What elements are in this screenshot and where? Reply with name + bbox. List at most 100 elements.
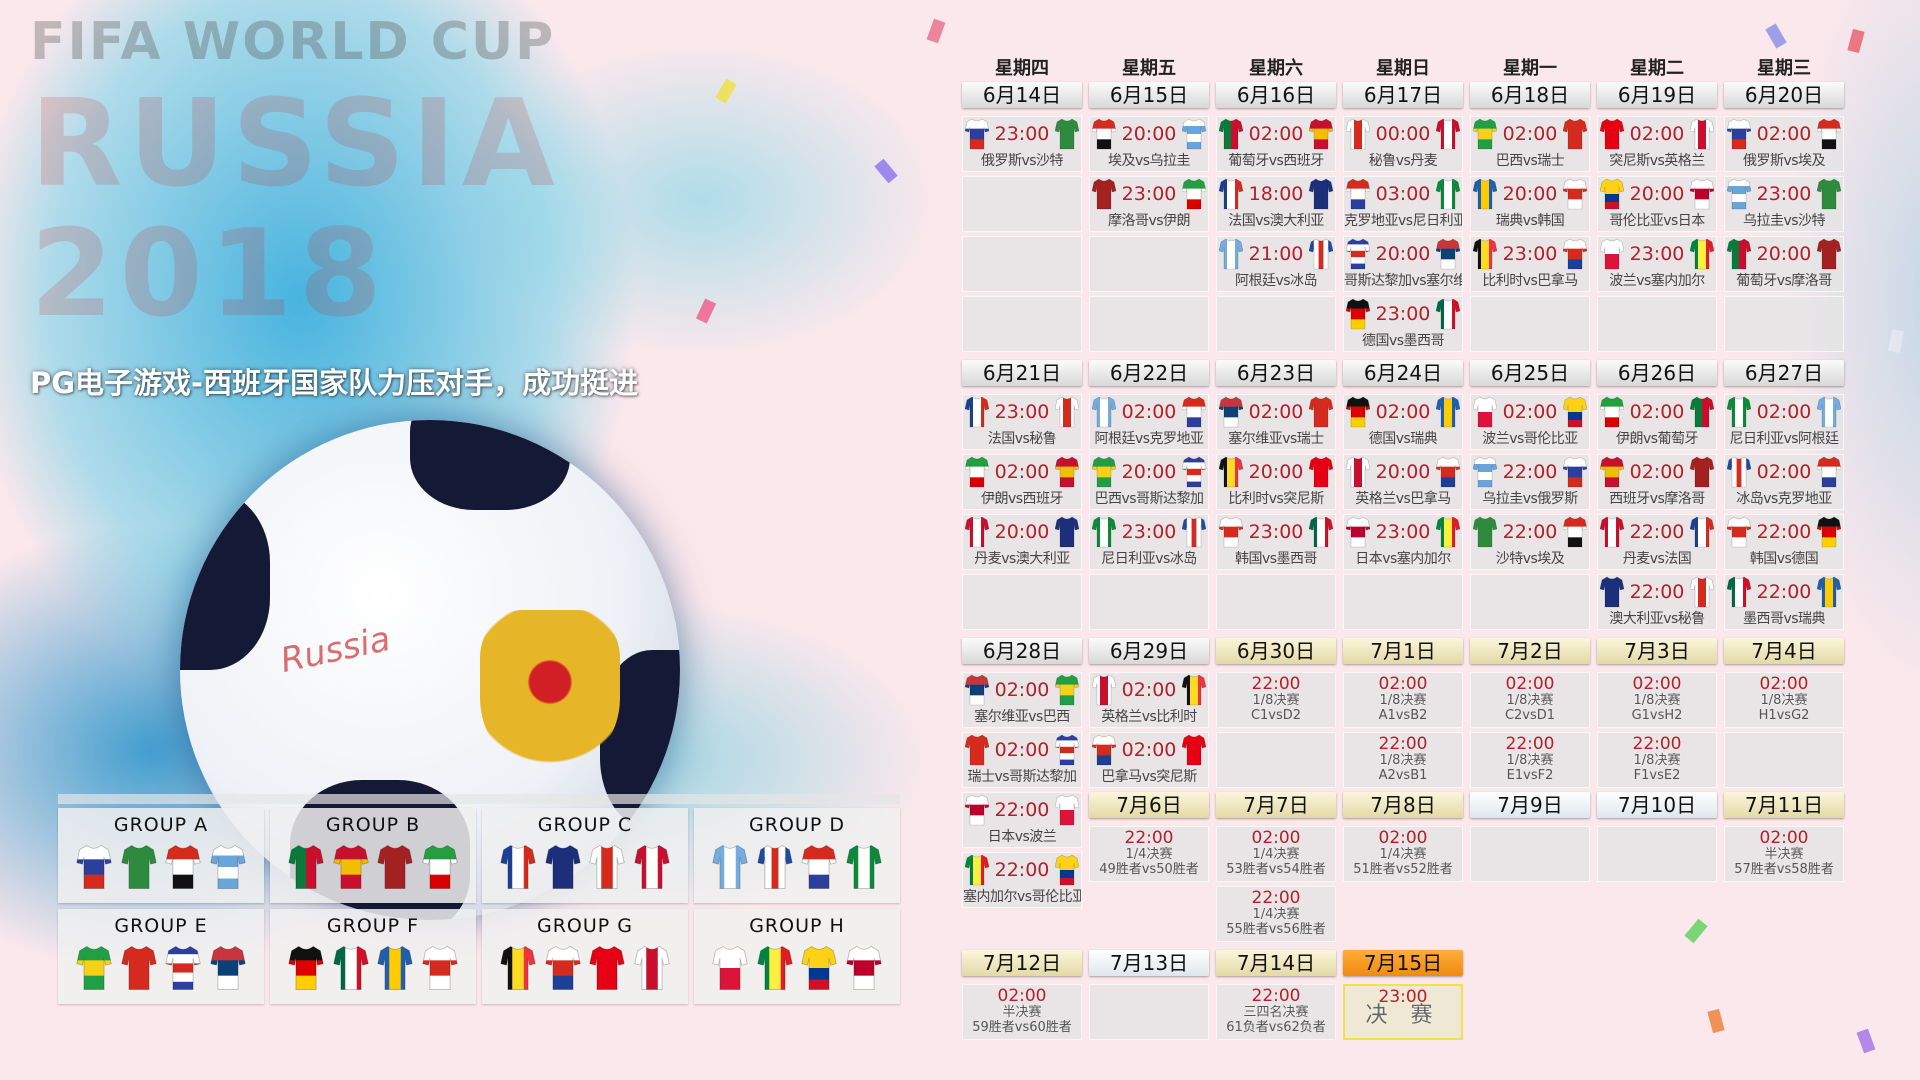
match-cell[interactable]: 20:00 巴西vs哥斯达黎加: [1089, 454, 1209, 510]
match-cell[interactable]: 22:00 韩国vs德国: [1724, 514, 1844, 570]
match-cell[interactable]: 23:00 比利时vs巴拿马: [1470, 236, 1590, 292]
date-header: 6月27日: [1724, 360, 1844, 386]
jersey-icon: [1727, 238, 1751, 269]
match-cell[interactable]: 02:00 伊朗vs西班牙: [962, 454, 1082, 510]
match-cell[interactable]: 23:00 尼日利亚vs冰岛: [1089, 514, 1209, 570]
match-cell[interactable]: 02:00 德国vs瑞典: [1343, 394, 1463, 450]
empty-slot: [1470, 826, 1590, 882]
match-cell[interactable]: 02:00 波兰vs哥伦比亚: [1470, 394, 1590, 450]
jersey-icon: [712, 844, 749, 889]
match-cell[interactable]: 23:00 德国vs墨西哥: [1343, 296, 1463, 352]
match-cell[interactable]: 00:00 秘鲁vs丹麦: [1343, 116, 1463, 172]
match-pairing: 57胜者vs58胜者: [1734, 862, 1834, 877]
match-time: 23:00: [1248, 520, 1304, 543]
knockout-match-cell[interactable]: 22:00 三四名决赛 61负者vs62负者: [1216, 984, 1336, 1040]
date-header: 6月25日: [1470, 360, 1590, 386]
match-cell[interactable]: 02:00 巴西vs瑞士: [1470, 116, 1590, 172]
empty-slot: [1724, 296, 1844, 352]
day-column: 7月12日 02:00 半决赛 59胜者vs60胜者: [962, 950, 1082, 1040]
knockout-match-cell[interactable]: 22:00 1/4决赛 55胜者vs56胜者: [1216, 886, 1336, 942]
match-cell[interactable]: 22:00 乌拉圭vs俄罗斯: [1470, 454, 1590, 510]
match-cell[interactable]: 02:00 塞尔维亚vs巴西: [962, 672, 1082, 728]
match-cell[interactable]: 20:00 哥伦比亚vs日本: [1597, 176, 1717, 232]
match-time: 02:00: [1251, 828, 1301, 848]
match-cell[interactable]: 02:00 西班牙vs摩洛哥: [1597, 454, 1717, 510]
knockout-match-cell[interactable]: 02:00 半决赛 59胜者vs60胜者: [962, 984, 1082, 1040]
match-label: 埃及vs乌拉圭: [1107, 153, 1191, 169]
match-stage: 1/4决赛: [1252, 847, 1300, 862]
match-cell[interactable]: 23:00 韩国vs墨西哥: [1216, 514, 1336, 570]
knockout-match-cell[interactable]: 02:00 1/8决赛 H1vsG2: [1724, 672, 1844, 728]
match-cell[interactable]: 20:00 英格兰vs巴拿马: [1343, 454, 1463, 510]
match-cell[interactable]: 20:00 比利时vs突尼斯: [1216, 454, 1336, 510]
final-match-cell[interactable]: 23:00 决 赛: [1343, 984, 1463, 1040]
match-cell[interactable]: 22:00 塞内加尔vs哥伦比亚: [962, 852, 1082, 908]
jersey-icon: [1435, 118, 1460, 149]
knockout-match-cell[interactable]: 22:00 1/8决赛 C1vsD2: [1216, 672, 1336, 728]
schedule-week: 7月12日 02:00 半决赛 59胜者vs60胜者 7月13日 7月14日 22:00 三四…: [962, 950, 1867, 1040]
knockout-match-cell[interactable]: 02:00 1/8决赛 G1vsH2: [1597, 672, 1717, 728]
match-cell[interactable]: 22:00 沙特vs埃及: [1470, 514, 1590, 570]
match-cell[interactable]: 20:00 哥斯达黎加vs塞尔维亚: [1343, 236, 1463, 292]
match-cell[interactable]: 23:00 波兰vs塞内加尔: [1597, 236, 1717, 292]
knockout-match-cell[interactable]: 22:00 1/4决赛 49胜者vs50胜者: [1089, 826, 1209, 882]
match-cell[interactable]: 02:00 葡萄牙vs西班牙: [1216, 116, 1336, 172]
jersey-icon: [1092, 456, 1116, 487]
match-cell[interactable]: 20:00 葡萄牙vs摩洛哥: [1724, 236, 1844, 292]
jersey-icon: [1219, 456, 1243, 487]
match-cell[interactable]: 21:00 阿根廷vs冰岛: [1216, 236, 1336, 292]
match-cell[interactable]: 02:00 伊朗vs葡萄牙: [1597, 394, 1717, 450]
match-time: 23:00: [1121, 520, 1177, 543]
match-row: 18:00: [1217, 177, 1335, 210]
group-jerseys: [694, 840, 900, 890]
jersey-icon: [1727, 118, 1751, 149]
match-cell[interactable]: 23:00 摩洛哥vs伊朗: [1089, 176, 1209, 232]
match-time: 02:00: [1629, 460, 1685, 483]
match-cell[interactable]: 02:00 英格兰vs比利时: [1089, 672, 1209, 728]
group-card: GROUP F: [270, 909, 476, 1004]
match-cell[interactable]: 20:00 丹麦vs澳大利亚: [962, 514, 1082, 570]
jersey-icon: [1600, 456, 1624, 487]
match-cell[interactable]: 22:00 日本vs波兰: [962, 792, 1082, 848]
jersey-icon: [1054, 456, 1079, 487]
schedule-weeks: 6月14日 23:00 俄罗斯vs沙特 6月15日 20:00 埃及vs乌拉圭 23:00 摩…: [962, 82, 1867, 1040]
knockout-match-cell[interactable]: 02:00 半决赛 57胜者vs58胜者: [1724, 826, 1844, 882]
group-jerseys: [482, 840, 688, 890]
knockout-match-cell[interactable]: 22:00 1/8决赛 A2vsB1: [1343, 732, 1463, 788]
match-cell[interactable]: 23:00 乌拉圭vs沙特: [1724, 176, 1844, 232]
match-pairing: G1vsH2: [1631, 708, 1683, 723]
match-cell[interactable]: 02:00 冰岛vs克罗地亚: [1724, 454, 1844, 510]
match-time: 22:00: [1629, 520, 1685, 543]
match-cell[interactable]: 18:00 法国vs澳大利亚: [1216, 176, 1336, 232]
match-cell[interactable]: 23:00 俄罗斯vs沙特: [962, 116, 1082, 172]
match-cell[interactable]: 02:00 尼日利亚vs阿根廷: [1724, 394, 1844, 450]
match-row: 02:00: [963, 673, 1081, 706]
match-cell[interactable]: 23:00 日本vs塞内加尔: [1343, 514, 1463, 570]
match-cell[interactable]: 20:00 瑞典vs韩国: [1470, 176, 1590, 232]
knockout-match-cell[interactable]: 02:00 1/4决赛 51胜者vs52胜者: [1343, 826, 1463, 882]
day-column: 6月20日 02:00 俄罗斯vs埃及 23:00 乌拉圭vs沙特 20:00 葡萄牙vs摩…: [1724, 82, 1844, 352]
match-cell[interactable]: 02:00 俄罗斯vs埃及: [1724, 116, 1844, 172]
match-cell[interactable]: 02:00 巴拿马vs突尼斯: [1089, 732, 1209, 788]
jersey-icon: [1562, 396, 1587, 427]
jersey-icon: [1727, 456, 1751, 487]
knockout-match-cell[interactable]: 02:00 1/8决赛 A1vsB2: [1343, 672, 1463, 728]
knockout-match-cell[interactable]: 22:00 1/8决赛 E1vsF2: [1470, 732, 1590, 788]
date-header: 7月6日: [1089, 792, 1209, 818]
match-cell[interactable]: 22:00 丹麦vs法国: [1597, 514, 1717, 570]
match-cell[interactable]: 02:00 突尼斯vs英格兰: [1597, 116, 1717, 172]
jersey-icon: [1346, 238, 1370, 269]
knockout-match-cell[interactable]: 02:00 1/8决赛 C2vsD1: [1470, 672, 1590, 728]
match-cell[interactable]: 02:00 塞尔维亚vs瑞士: [1216, 394, 1336, 450]
match-cell[interactable]: 22:00 墨西哥vs瑞典: [1724, 574, 1844, 630]
knockout-match-cell[interactable]: 02:00 1/4决赛 53胜者vs54胜者: [1216, 826, 1336, 882]
date-header: 6月16日: [1216, 82, 1336, 108]
match-cell[interactable]: 23:00 法国vs秘鲁: [962, 394, 1082, 450]
match-cell[interactable]: 20:00 埃及vs乌拉圭: [1089, 116, 1209, 172]
match-cell[interactable]: 03:00 克罗地亚vs尼日利亚: [1343, 176, 1463, 232]
knockout-match-cell[interactable]: 22:00 1/8决赛 F1vsE2: [1597, 732, 1717, 788]
match-label: 日本vs塞内加尔: [1355, 551, 1451, 567]
match-cell[interactable]: 22:00 澳大利亚vs秘鲁: [1597, 574, 1717, 630]
match-cell[interactable]: 02:00 瑞士vs哥斯达黎加: [962, 732, 1082, 788]
match-cell[interactable]: 02:00 阿根廷vs克罗地亚: [1089, 394, 1209, 450]
